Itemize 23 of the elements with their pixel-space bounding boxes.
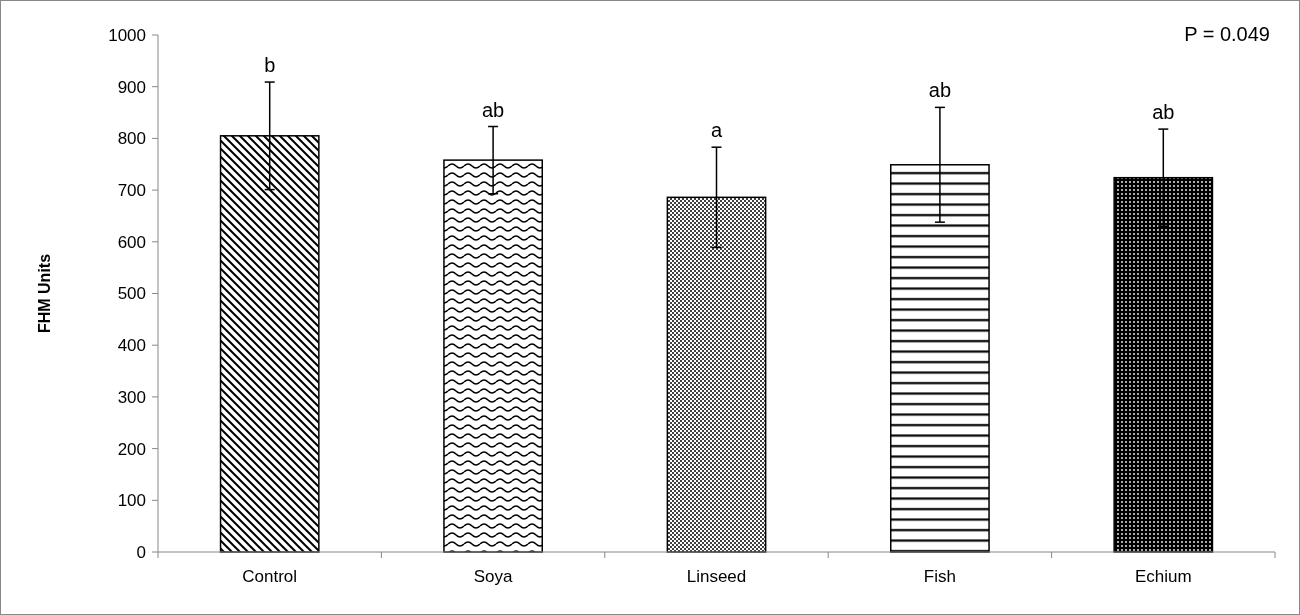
y-tick-label: 800	[117, 129, 146, 149]
y-axis-title: FHM Units	[36, 253, 53, 334]
annotation: ab	[1152, 101, 1175, 124]
y-tick-label: 600	[117, 232, 146, 252]
y-tick-label: 900	[117, 77, 146, 97]
y-tick-label: 100	[117, 491, 146, 511]
y-tick-label: 700	[117, 181, 146, 201]
x-tick-label: Fish	[923, 567, 956, 586]
y-tick-label: 300	[117, 387, 146, 407]
y-tick-label: 0	[136, 542, 146, 562]
annotation: P = 0.049	[1184, 23, 1270, 45]
y-tick-label: 200	[117, 439, 146, 459]
y-tick-label: 500	[117, 284, 146, 304]
x-tick-label: Soya	[473, 567, 514, 586]
annotation: ab	[928, 79, 952, 102]
y-tick-label: 400	[117, 336, 146, 356]
y-tick-label: 1000	[108, 25, 146, 45]
x-tick-label: Control	[242, 567, 298, 586]
x-tick-label: Echium	[1134, 567, 1192, 586]
annotation: a	[710, 119, 723, 142]
annotation: ab	[481, 98, 505, 121]
x-tick-label: Linseed	[686, 567, 747, 586]
annotation: b	[264, 54, 276, 77]
